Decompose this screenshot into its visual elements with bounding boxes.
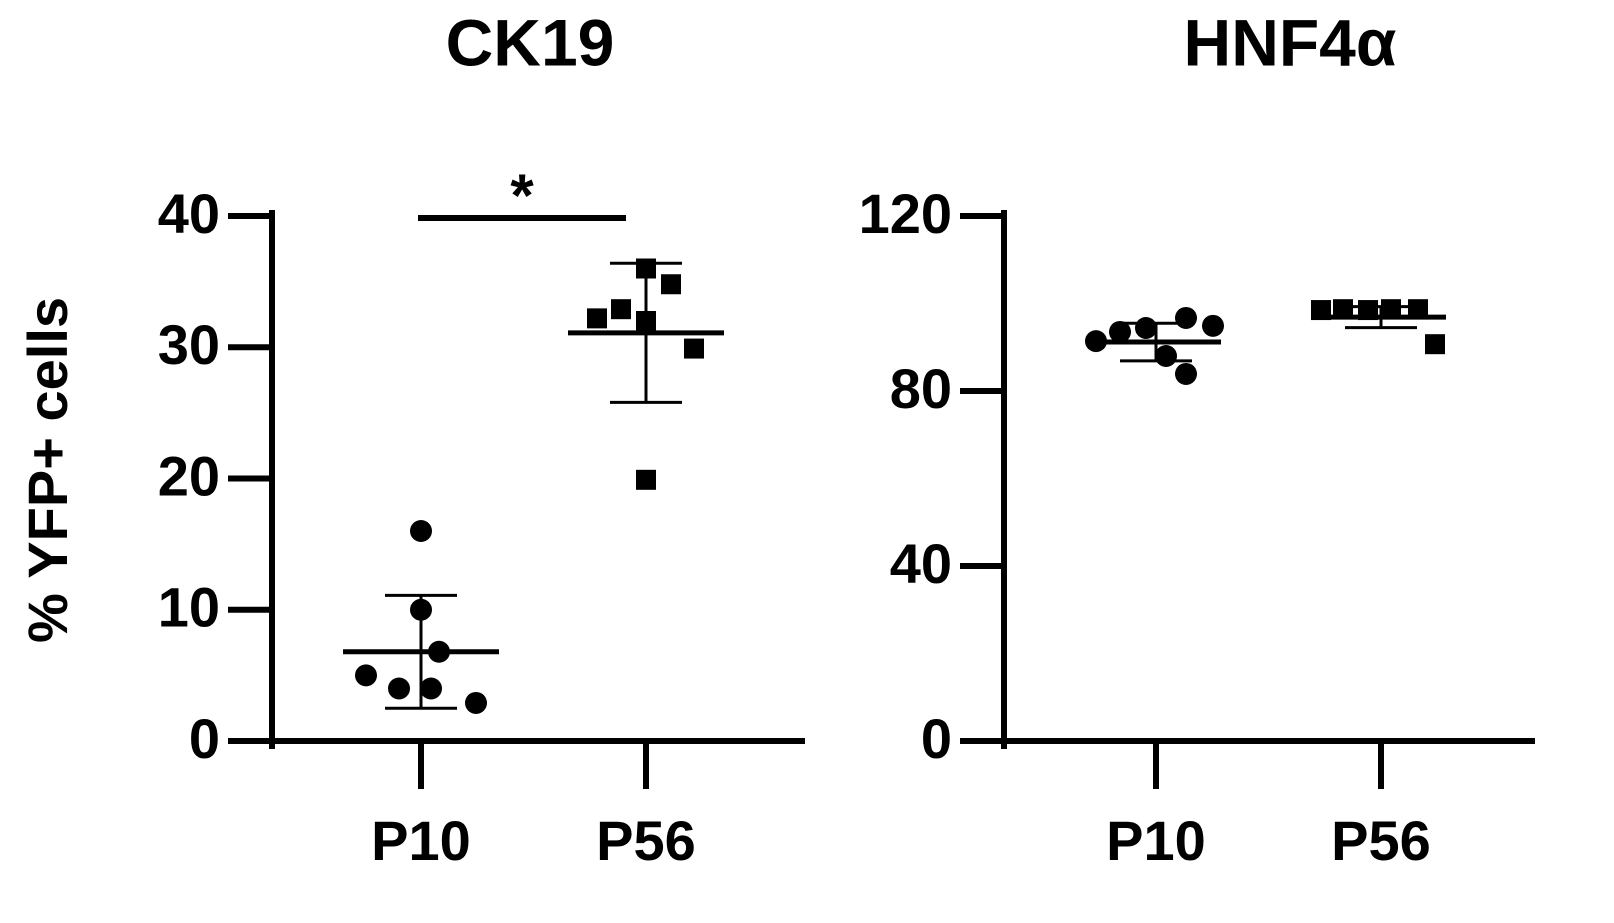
y-tick-label: 80 <box>890 357 952 420</box>
data-point <box>420 677 442 700</box>
chart-title: HNF4α <box>1184 5 1397 79</box>
data-point <box>1135 317 1157 339</box>
data-point <box>1381 299 1401 320</box>
data-point <box>1175 362 1197 385</box>
data-point <box>636 469 656 490</box>
data-point <box>661 274 681 295</box>
x-tick-label: P10 <box>1106 809 1206 872</box>
data-point <box>684 338 704 359</box>
data-point <box>1175 306 1197 329</box>
data-point <box>1202 314 1224 337</box>
data-point <box>1109 320 1131 343</box>
data-point <box>611 299 631 320</box>
x-tick-label: P10 <box>371 809 471 872</box>
y-axis-label: % YFP+ cells <box>16 297 79 643</box>
y-tick-label: 20 <box>158 444 220 507</box>
x-tick-label: P56 <box>596 809 696 872</box>
data-point <box>1155 345 1177 367</box>
data-point <box>465 691 487 714</box>
y-tick-label: 40 <box>890 532 952 595</box>
data-point <box>1425 334 1445 355</box>
data-point <box>355 664 377 687</box>
y-tick-label: 30 <box>158 313 220 376</box>
chart-title: CK19 <box>446 5 615 79</box>
y-tick-label: 0 <box>189 707 220 770</box>
y-tick-label: 40 <box>158 182 220 245</box>
y-tick-label: 10 <box>158 576 220 639</box>
data-point <box>410 520 432 542</box>
data-point <box>1333 299 1353 320</box>
significance-label: * <box>510 162 534 229</box>
data-point <box>388 677 410 700</box>
data-point <box>1408 299 1428 320</box>
data-point <box>587 308 607 329</box>
y-tick-label: 120 <box>859 182 952 245</box>
x-tick-label: P56 <box>1331 809 1431 872</box>
y-tick-label: 0 <box>921 707 952 770</box>
